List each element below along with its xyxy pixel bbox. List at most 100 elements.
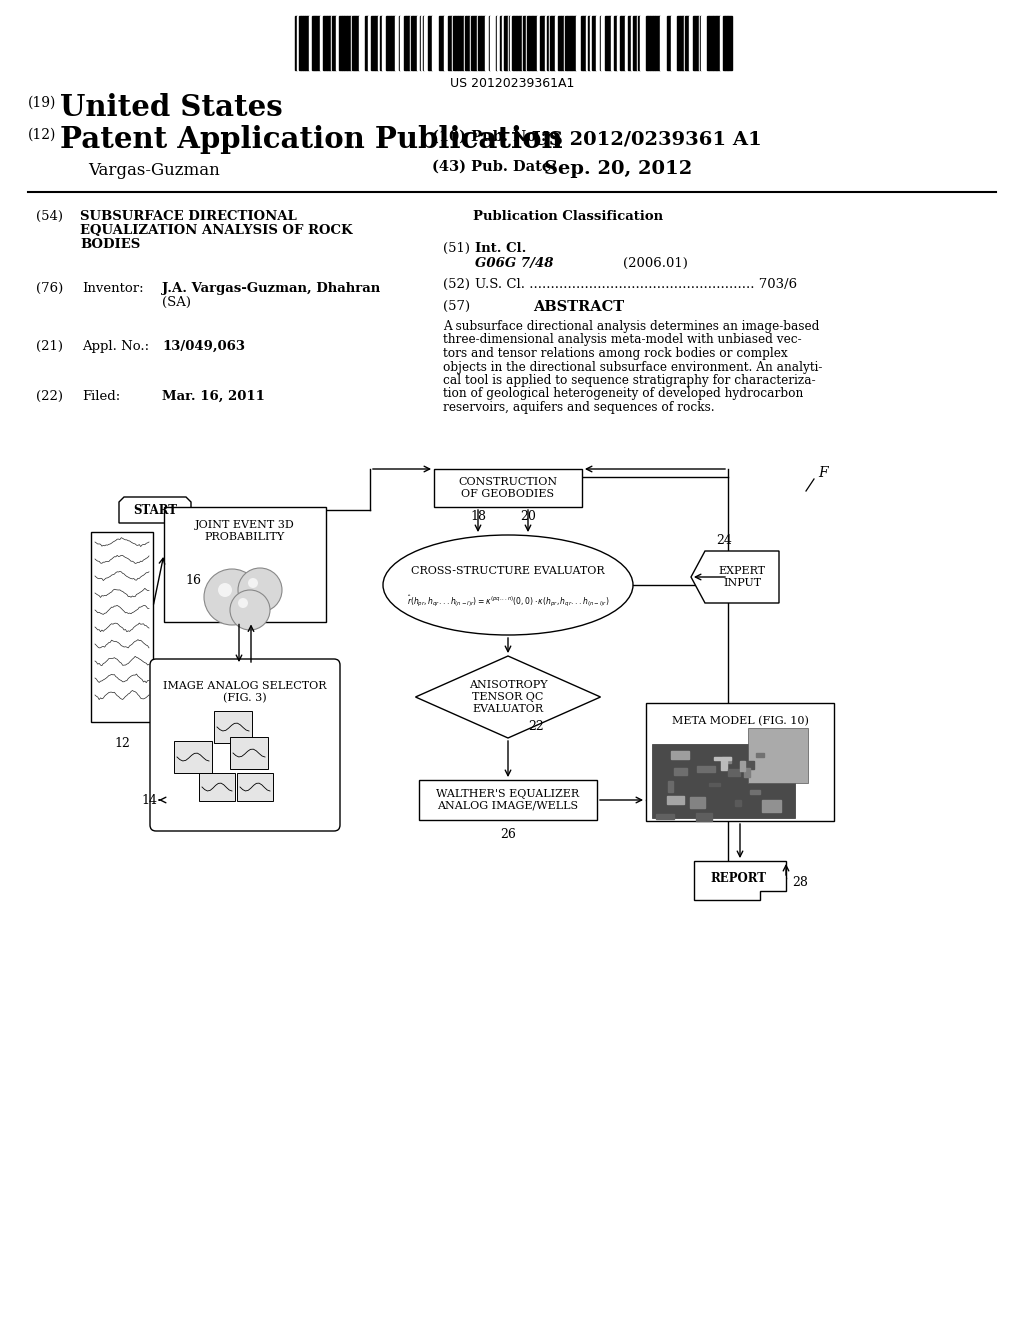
Bar [590, 16, 592, 70]
Text: (10) Pub. No.:: (10) Pub. No.: [432, 129, 547, 144]
Text: (21): (21) [36, 341, 63, 352]
Bar [406, 16, 408, 70]
Bar [720, 16, 722, 70]
Bar [592, 16, 596, 70]
Text: Patent Application Publication: Patent Application Publication [60, 125, 562, 154]
Bar [709, 783, 720, 787]
Bar [549, 16, 550, 70]
Bar [674, 16, 677, 70]
Bar [510, 16, 512, 70]
Text: Mar. 16, 2011: Mar. 16, 2011 [162, 389, 265, 403]
Bar [667, 16, 671, 70]
Bar [722, 756, 731, 763]
Text: EXPERT
INPUT: EXPERT INPUT [719, 566, 766, 587]
Bar [398, 16, 400, 70]
Bar [680, 16, 682, 70]
Text: START: START [133, 503, 177, 516]
Bar [600, 16, 604, 70]
Text: tion of geological heterogeneity of developed hydrocarbon: tion of geological heterogeneity of deve… [443, 388, 803, 400]
Bar [660, 16, 664, 70]
Bar [527, 16, 528, 70]
Bar [382, 16, 385, 70]
Text: Vargas-Guzman: Vargas-Guzman [88, 162, 220, 180]
Bar [757, 754, 764, 756]
Text: 22: 22 [528, 721, 544, 734]
Bar [477, 16, 480, 70]
Bar [390, 16, 392, 70]
Text: Inventor:: Inventor: [82, 282, 143, 294]
Text: (19): (19) [28, 96, 56, 110]
Bar [434, 469, 582, 507]
Bar [164, 507, 326, 622]
Bar [324, 16, 327, 70]
Bar [517, 16, 518, 70]
Bar [531, 16, 534, 70]
Bar [300, 16, 302, 70]
Bar [453, 16, 455, 70]
Bar [653, 16, 655, 70]
Bar [540, 16, 543, 70]
Bar [421, 16, 423, 70]
Bar [299, 16, 300, 70]
Bar [308, 16, 310, 70]
Text: U.S. Cl. ..................................................... 703/6: U.S. Cl. ...............................… [475, 279, 797, 290]
Bar [91, 532, 153, 722]
Bar [528, 16, 531, 70]
Bar [484, 16, 488, 70]
Bar [394, 16, 398, 70]
Bar [302, 16, 304, 70]
Bar [687, 16, 689, 70]
Bar [583, 16, 585, 70]
Text: (12): (12) [28, 128, 56, 143]
Bar [664, 16, 666, 70]
Text: (76): (76) [36, 282, 63, 294]
Bar [449, 16, 450, 70]
Bar [727, 768, 740, 776]
Bar [713, 16, 716, 70]
Text: Appl. No.:: Appl. No.: [82, 341, 150, 352]
Text: 24: 24 [716, 533, 732, 546]
Bar [346, 16, 350, 70]
Bar [575, 16, 580, 70]
Bar [524, 16, 526, 70]
Bar [336, 16, 339, 70]
Bar [707, 16, 709, 70]
Bar [611, 16, 613, 70]
Bar [460, 16, 464, 70]
Bar [343, 16, 346, 70]
Bar [521, 16, 523, 70]
Bar [695, 813, 712, 821]
Ellipse shape [383, 535, 633, 635]
Bar [677, 16, 680, 70]
Polygon shape [119, 498, 191, 523]
Bar [332, 16, 336, 70]
Bar [362, 16, 365, 70]
Bar [514, 16, 516, 70]
Text: (52): (52) [443, 279, 470, 290]
Bar [304, 16, 306, 70]
Text: 13/049,063: 13/049,063 [162, 341, 245, 352]
Bar [699, 16, 701, 70]
Bar [567, 16, 570, 70]
Bar [327, 16, 329, 70]
Text: tors and tensor relations among rock bodies or complex: tors and tensor relations among rock bod… [443, 347, 787, 360]
Bar [506, 16, 508, 70]
Text: SUBSURFACE DIRECTIONAL: SUBSURFACE DIRECTIONAL [80, 210, 297, 223]
Bar [561, 16, 564, 70]
Bar [668, 781, 673, 792]
Text: EQUALIZATION ANALYSIS OF ROCK: EQUALIZATION ANALYSIS OF ROCK [80, 224, 352, 238]
Bar [588, 16, 590, 70]
Bar [497, 16, 500, 70]
Text: REPORT: REPORT [710, 871, 766, 884]
Bar [625, 16, 627, 70]
Bar [650, 16, 653, 70]
Bar [616, 16, 620, 70]
Text: (SA): (SA) [162, 296, 191, 309]
Bar [638, 16, 640, 70]
Text: 16: 16 [185, 573, 201, 586]
Bar [565, 16, 567, 70]
Bar [458, 16, 460, 70]
Bar [428, 16, 431, 70]
Bar [341, 16, 343, 70]
Bar [695, 16, 697, 70]
